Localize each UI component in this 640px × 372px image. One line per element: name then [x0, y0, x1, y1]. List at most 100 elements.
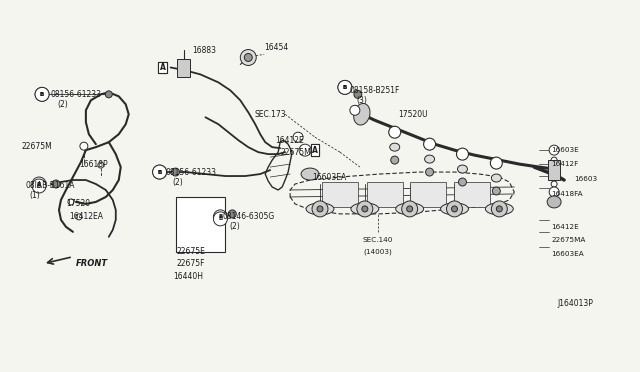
Circle shape — [32, 177, 46, 191]
Circle shape — [426, 168, 433, 176]
Text: 16412F: 16412F — [551, 161, 579, 167]
Text: 16418FA: 16418FA — [551, 191, 583, 197]
Ellipse shape — [458, 165, 467, 173]
Circle shape — [424, 138, 436, 150]
Text: 16440H: 16440H — [173, 272, 204, 281]
Text: (2): (2) — [229, 222, 240, 231]
Text: 22675E: 22675E — [177, 247, 205, 256]
Circle shape — [549, 145, 559, 155]
Circle shape — [551, 181, 557, 187]
Text: B: B — [40, 92, 44, 97]
Circle shape — [106, 91, 112, 98]
Bar — [367, 182, 403, 207]
Bar — [175, 197, 225, 252]
Text: 16603E: 16603E — [551, 147, 579, 153]
Text: A: A — [159, 63, 166, 72]
Circle shape — [80, 142, 88, 150]
Ellipse shape — [351, 203, 379, 215]
Text: SEC.173: SEC.173 — [254, 110, 286, 119]
Text: 16412E: 16412E — [275, 136, 304, 145]
Text: 16883: 16883 — [193, 46, 216, 55]
Text: (1): (1) — [29, 192, 40, 201]
Text: 16412E: 16412E — [551, 224, 579, 230]
Circle shape — [299, 144, 311, 156]
Circle shape — [362, 206, 368, 212]
Text: 08156-61233: 08156-61233 — [166, 167, 216, 177]
Ellipse shape — [306, 203, 334, 215]
Circle shape — [490, 157, 502, 169]
Circle shape — [338, 80, 352, 94]
Text: (14003): (14003) — [364, 248, 392, 255]
Circle shape — [228, 210, 236, 218]
Circle shape — [152, 165, 166, 179]
Circle shape — [456, 148, 468, 160]
Text: 08156-61233: 08156-61233 — [50, 90, 101, 99]
Text: 08IAB-B161A: 08IAB-B161A — [25, 182, 75, 190]
Circle shape — [152, 165, 166, 179]
Text: B: B — [40, 92, 44, 97]
Text: 22675F: 22675F — [177, 259, 205, 268]
Circle shape — [354, 90, 362, 98]
Text: B: B — [157, 170, 162, 174]
Circle shape — [240, 49, 256, 65]
Text: A: A — [159, 63, 166, 72]
Ellipse shape — [440, 203, 468, 215]
Circle shape — [305, 169, 315, 179]
Circle shape — [317, 206, 323, 212]
Circle shape — [52, 180, 60, 188]
Circle shape — [293, 132, 303, 142]
Text: B: B — [37, 183, 41, 189]
Bar — [177, 60, 191, 77]
Circle shape — [213, 212, 227, 226]
Text: 17520: 17520 — [66, 199, 90, 208]
Text: B: B — [343, 85, 347, 90]
Ellipse shape — [492, 174, 501, 182]
Ellipse shape — [354, 103, 370, 125]
Circle shape — [312, 201, 328, 217]
Circle shape — [388, 126, 401, 138]
Text: SEC.140: SEC.140 — [363, 237, 393, 243]
Circle shape — [35, 87, 49, 101]
Text: B: B — [218, 214, 223, 219]
Circle shape — [451, 206, 458, 212]
Circle shape — [338, 80, 352, 94]
Bar — [410, 182, 445, 207]
Text: (2): (2) — [173, 177, 183, 186]
Bar — [322, 182, 358, 207]
Circle shape — [350, 105, 360, 115]
Circle shape — [458, 178, 467, 186]
Text: B: B — [343, 85, 347, 90]
Ellipse shape — [485, 203, 513, 215]
Text: 16603: 16603 — [574, 176, 597, 182]
Circle shape — [32, 179, 46, 193]
Text: 16603EA: 16603EA — [551, 251, 584, 257]
Text: 17520U: 17520U — [397, 110, 428, 119]
Circle shape — [172, 168, 180, 176]
Circle shape — [551, 157, 557, 163]
Ellipse shape — [390, 143, 400, 151]
Bar — [454, 182, 490, 207]
Circle shape — [549, 187, 559, 197]
Text: B: B — [218, 217, 223, 221]
Ellipse shape — [396, 203, 424, 215]
Text: 16454: 16454 — [264, 43, 289, 52]
Text: 22675MA: 22675MA — [551, 237, 586, 243]
Text: 08158-B251F: 08158-B251F — [350, 86, 400, 95]
Circle shape — [35, 87, 49, 101]
Text: (2): (2) — [57, 100, 68, 109]
Circle shape — [357, 201, 373, 217]
Text: J164013P: J164013P — [557, 299, 593, 308]
Text: 16618P: 16618P — [79, 160, 108, 169]
Text: (3): (3) — [357, 96, 368, 105]
Ellipse shape — [547, 196, 561, 208]
Circle shape — [76, 214, 82, 220]
Text: FRONT: FRONT — [76, 259, 108, 268]
Text: 16412EA: 16412EA — [69, 212, 103, 221]
Ellipse shape — [301, 168, 319, 180]
Bar — [548, 160, 560, 180]
Text: 08146-6305G: 08146-6305G — [222, 212, 275, 221]
Circle shape — [98, 162, 104, 168]
Circle shape — [447, 201, 463, 217]
Circle shape — [402, 201, 418, 217]
Text: B: B — [37, 182, 41, 186]
